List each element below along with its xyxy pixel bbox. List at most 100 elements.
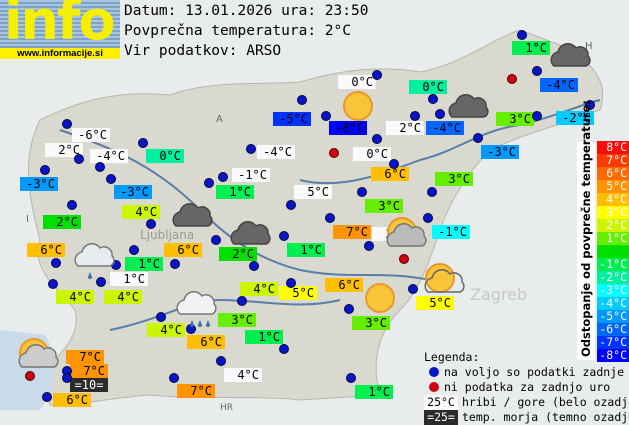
station-dot[interactable]	[216, 356, 226, 366]
station-dot[interactable]	[138, 138, 148, 148]
station-dot[interactable]	[297, 95, 307, 105]
station-dot[interactable]	[249, 261, 259, 271]
station-dot[interactable]	[74, 154, 84, 164]
station-temperature[interactable]: 3°C	[435, 172, 473, 186]
station-dot[interactable]	[211, 235, 221, 245]
station-dot[interactable]	[279, 344, 289, 354]
station-dot-no-data[interactable]	[25, 371, 35, 381]
station-dot[interactable]	[62, 119, 72, 129]
station-dot[interactable]	[321, 111, 331, 121]
station-dot[interactable]	[51, 258, 61, 268]
station-dot[interactable]	[218, 172, 228, 182]
station-temperature[interactable]: 3°C	[218, 313, 256, 327]
station-dot[interactable]	[146, 219, 156, 229]
station-temperature[interactable]: 3°C	[365, 199, 403, 213]
station-dot[interactable]	[204, 178, 214, 188]
station-temperature[interactable]: 4°C	[122, 205, 160, 219]
station-temperature[interactable]: -2°C	[556, 111, 594, 125]
station-temperature[interactable]: -4°C	[257, 145, 295, 159]
station-dot[interactable]	[246, 144, 256, 154]
station-temperature[interactable]: 0°C	[338, 75, 376, 89]
station-dot[interactable]	[344, 304, 354, 314]
station-temperature[interactable]: 6°C	[53, 393, 91, 407]
station-dot[interactable]	[473, 133, 483, 143]
station-dot[interactable]	[286, 200, 296, 210]
station-dot[interactable]	[346, 373, 356, 383]
station-temperature[interactable]: 1°C	[245, 330, 283, 344]
station-temperature[interactable]: -8°C	[329, 121, 367, 135]
station-dot[interactable]	[517, 30, 527, 40]
station-dot-no-data[interactable]	[507, 74, 517, 84]
station-dot[interactable]	[170, 259, 180, 269]
station-dot[interactable]	[286, 278, 296, 288]
station-dot[interactable]	[129, 245, 139, 255]
station-dot[interactable]	[62, 373, 72, 383]
station-dot[interactable]	[423, 213, 433, 223]
station-dot[interactable]	[364, 241, 374, 251]
station-temperature[interactable]: 4°C	[224, 368, 262, 382]
station-temperature[interactable]: -3°C	[20, 177, 58, 191]
station-temperature[interactable]: 0°C	[409, 80, 447, 94]
station-temperature[interactable]: 1°C	[216, 185, 254, 199]
station-dot[interactable]	[325, 213, 335, 223]
station-temperature[interactable]: 4°C	[56, 290, 94, 304]
station-temperature[interactable]: -4°C	[90, 149, 128, 163]
station-temperature[interactable]: 4°C	[104, 290, 142, 304]
station-temperature[interactable]: 6°C	[325, 278, 363, 292]
station-temperature[interactable]: 1°C	[125, 257, 163, 271]
station-dot[interactable]	[408, 284, 418, 294]
station-temperature[interactable]: 6°C	[371, 167, 409, 181]
station-temperature[interactable]: 7°C	[177, 384, 215, 398]
station-temperature[interactable]: 1°C	[512, 41, 550, 55]
station-temperature[interactable]: -5°C	[273, 112, 311, 126]
station-temperature[interactable]: 2°C	[219, 247, 257, 261]
station-dot[interactable]	[48, 279, 58, 289]
station-temperature[interactable]: 1°C	[355, 385, 393, 399]
station-dot[interactable]	[428, 94, 438, 104]
station-dot[interactable]	[67, 200, 77, 210]
station-temperature[interactable]: -1°C	[432, 225, 470, 239]
station-temperature[interactable]: -4°C	[426, 121, 464, 135]
station-dot[interactable]	[96, 277, 106, 287]
station-dot[interactable]	[357, 187, 367, 197]
station-temperature[interactable]: 0°C	[353, 147, 391, 161]
station-dot[interactable]	[279, 231, 289, 241]
station-temperature[interactable]: 5°C	[416, 296, 454, 310]
station-dot[interactable]	[435, 109, 445, 119]
station-temperature[interactable]: -3°C	[114, 185, 152, 199]
station-temperature[interactable]: 3°C	[352, 316, 390, 330]
station-temperature[interactable]: 1°C	[110, 272, 148, 286]
station-dot-no-data[interactable]	[399, 254, 409, 264]
station-dot-no-data[interactable]	[329, 148, 339, 158]
station-dot[interactable]	[169, 373, 179, 383]
station-temperature[interactable]: 5°C	[294, 185, 332, 199]
station-temperature[interactable]: 4°C	[240, 282, 278, 296]
station-temperature[interactable]: 2°C	[45, 143, 83, 157]
station-dot[interactable]	[372, 70, 382, 80]
station-temperature[interactable]: -1°C	[232, 168, 270, 182]
station-temperature[interactable]: 3°C	[496, 112, 534, 126]
station-temperature[interactable]: 1°C	[287, 243, 325, 257]
station-temperature[interactable]: 6°C	[187, 335, 225, 349]
station-temperature[interactable]: 6°C	[27, 243, 65, 257]
station-temperature[interactable]: 7°C	[70, 364, 108, 378]
station-temperature[interactable]: -6°C	[72, 128, 110, 142]
station-temperature[interactable]: 5°C	[279, 286, 317, 300]
station-dot[interactable]	[156, 312, 166, 322]
station-temperature[interactable]: -3°C	[481, 145, 519, 159]
station-temperature[interactable]: 2°C	[43, 215, 81, 229]
station-temperature[interactable]: =10=	[70, 378, 108, 392]
station-temperature[interactable]: -4°C	[540, 78, 578, 92]
station-temperature[interactable]: 4°C	[147, 323, 185, 337]
station-dot[interactable]	[237, 296, 247, 306]
station-dot[interactable]	[95, 162, 105, 172]
station-dot[interactable]	[106, 174, 116, 184]
station-dot[interactable]	[372, 134, 382, 144]
station-temperature[interactable]: 7°C	[333, 225, 371, 239]
station-dot[interactable]	[532, 66, 542, 76]
station-temperature[interactable]: 6°C	[164, 243, 202, 257]
station-dot[interactable]	[427, 187, 437, 197]
logo[interactable]: info	[0, 0, 120, 48]
station-dot[interactable]	[389, 159, 399, 169]
station-dot[interactable]	[532, 111, 542, 121]
